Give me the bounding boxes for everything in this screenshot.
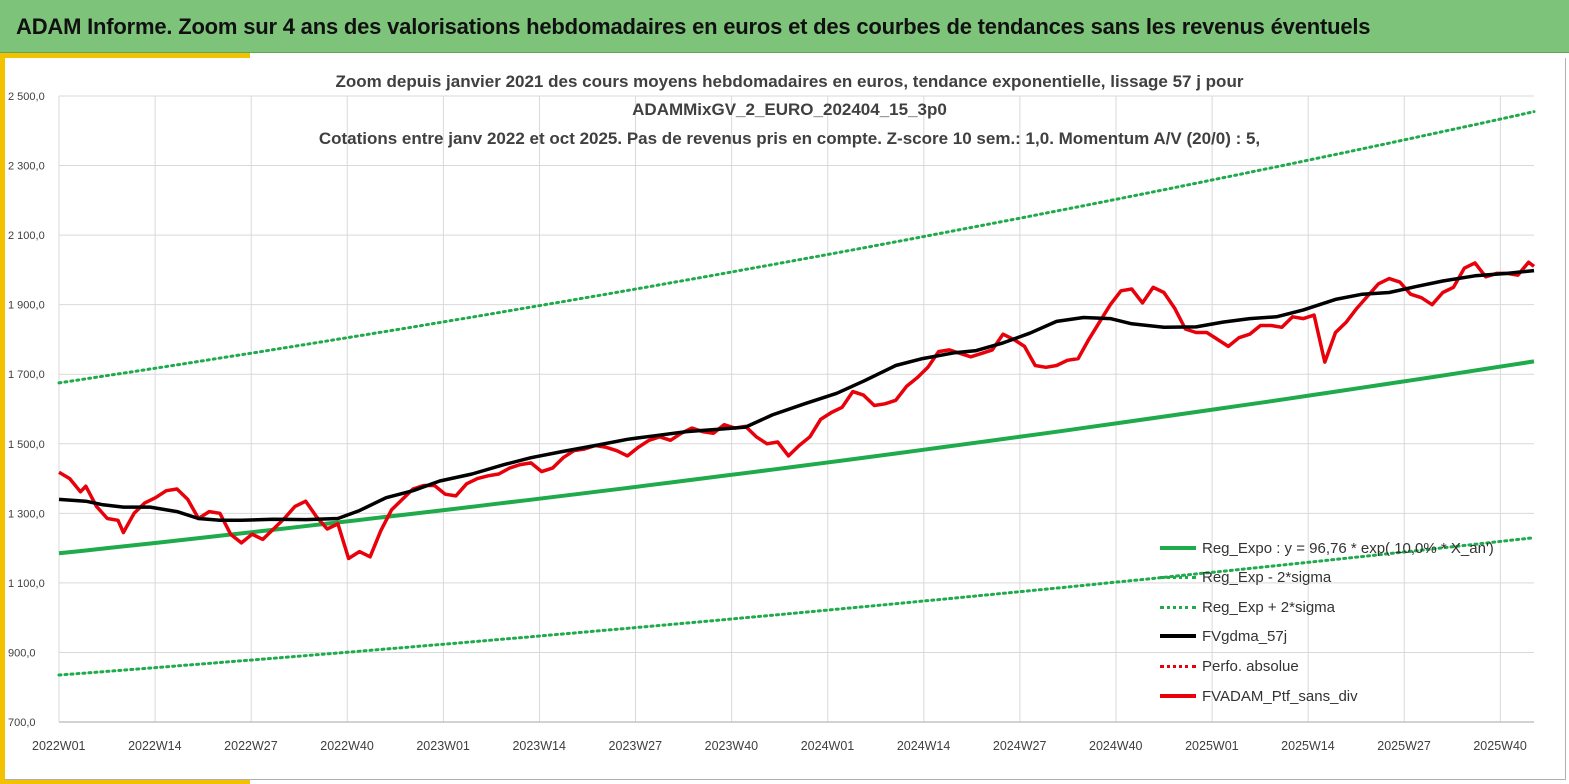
accent-bar-bottom [0,779,250,784]
series-layer [57,110,1536,677]
axis-layer: 2 500,0 2 300,0 2 100,0 1 900,0 1 700,0 1 500… [8,91,1534,753]
grid-layer [58,95,1534,723]
legend-item-reg-expo: Reg_Expo : y = 96,76 * exp( 10,0% * X_an… [1160,537,1494,559]
y-tick-label: 1 100,0 [8,578,45,590]
legend-item-fvgdma: FVgdma_57j [1160,625,1287,647]
y-tick-label: 700,0 [8,717,36,729]
legend-label-perfo: Perfo. absolue [1202,657,1299,675]
x-tick-label: 2022W27 [224,739,278,753]
y-tick-label: 2 500,0 [8,91,45,103]
y-tick-label: 2 300,0 [8,161,45,173]
y-tick-label: 900,0 [8,647,36,659]
legend-item-reg-minus: Reg_Exp - 2*sigma [1160,566,1331,588]
x-tick-label: 2024W14 [897,739,951,753]
series-line-reg-minus [57,536,1536,677]
x-tick-label: 2023W14 [512,739,566,753]
x-tick-label: 2025W40 [1473,739,1527,753]
legend-label-fvgdma: FVgdma_57j [1202,627,1288,645]
x-tick-label: 2024W40 [1089,739,1143,753]
x-tick-label: 2024W27 [993,739,1047,753]
legend-item-perfo: Perfo. absolue [1160,655,1299,677]
legend-label-reg-plus: Reg_Exp + 2*sigma [1202,598,1335,616]
x-tick-label: 2023W27 [609,739,663,753]
x-tick-label: 2025W14 [1281,739,1335,753]
x-tick-label: 2022W01 [32,739,86,753]
series-line-fvgdma [58,268,1535,523]
x-tick-label: 2023W40 [705,739,759,753]
legend-swatch-reg-minus [1160,575,1196,579]
x-tick-label: 2025W27 [1377,739,1431,753]
series-line-reg-plus [57,110,1536,385]
x-tick-label: 2022W40 [320,739,374,753]
series-line-reg-expo [58,359,1535,556]
legend-swatch-reg-plus [1160,605,1196,609]
x-tick-label: 2022W14 [128,739,182,753]
y-tick-label: 1 900,0 [8,300,45,312]
legend-item-ptf: FVADAM_Ptf_sans_div [1160,685,1358,707]
legend-swatch-ptf [1160,694,1196,698]
chart-frame [5,58,1566,780]
legend-label-reg-minus: Reg_Exp - 2*sigma [1202,568,1332,586]
legend-swatch-perfo [1160,664,1196,668]
banner-title: ADAM Informe. Zoom sur 4 ans des valoris… [16,14,1371,39]
legend-item-reg-plus: Reg_Exp + 2*sigma [1160,596,1335,618]
header-banner: ADAM Informe. Zoom sur 4 ans des valoris… [0,0,1569,53]
chart-title-line-1: Zoom depuis janvier 2021 des cours moyen… [335,72,1244,91]
x-tick-label: 2025W01 [1185,739,1239,753]
legend-swatch-fvgdma [1160,634,1196,638]
series-line-ptf [58,260,1536,561]
chart-title-line-3: Cotations entre janv 2022 et oct 2025. P… [318,129,1261,148]
accent-bar-left [0,53,5,784]
y-tick-label: 1 700,0 [8,369,45,381]
legend-label-reg-expo: Reg_Expo : y = 96,76 * exp( 10,0% * X_an… [1202,539,1494,557]
chart-title-line-2: ADAMMixGV_2_EURO_202404_15_3p0 [632,100,947,119]
y-tick-label: 2 100,0 [8,230,45,242]
y-tick-label: 1 500,0 [8,439,45,451]
legend-label-ptf: FVADAM_Ptf_sans_div [1202,687,1358,705]
x-tick-label: 2024W01 [801,739,855,753]
x-tick-label: 2023W01 [416,739,470,753]
y-tick-label: 1 300,0 [8,508,45,520]
legend-swatch-reg-expo [1160,546,1196,550]
accent-bar-top [0,53,250,58]
